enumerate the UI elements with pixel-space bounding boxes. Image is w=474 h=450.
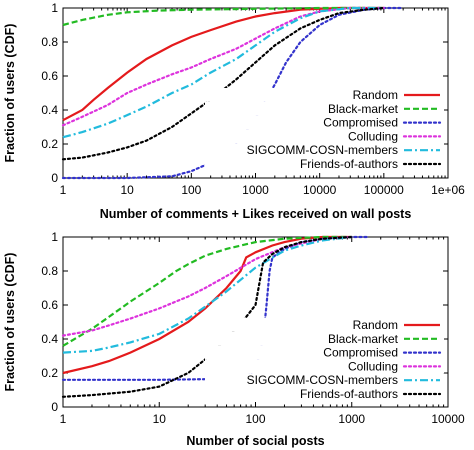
legend-label: Black-market <box>328 332 399 346</box>
x-tick-label: 10000 <box>431 412 465 426</box>
legend-backing <box>205 373 444 387</box>
legend-backing <box>205 101 444 116</box>
y-tick-label: 0.8 <box>41 35 58 49</box>
x-axis-label: Number of social posts <box>186 434 324 448</box>
series-line-black-market <box>62 235 352 347</box>
y-tick-label: 1 <box>51 1 58 15</box>
series-line-random <box>62 6 384 122</box>
legend-backing <box>205 318 444 332</box>
x-tick-label: 100 <box>181 183 201 197</box>
series-line-colluding <box>61 6 385 127</box>
series-line-sigcomm-cosn-members <box>62 235 352 354</box>
legend-backing <box>205 129 444 144</box>
legend: RandomBlack-marketCompromisedColludingSI… <box>205 318 444 401</box>
y-tick-label: 0.2 <box>41 137 58 151</box>
legend-label: Compromised <box>323 116 398 130</box>
series-line-friends-of-authors <box>61 235 353 398</box>
x-tick-label: 10 <box>153 412 167 426</box>
x-tick-label: 1000 <box>242 183 269 197</box>
series-line-friends-of-authors <box>61 6 385 161</box>
x-tick-label: 100 <box>245 412 265 426</box>
x-axis-label: Number of comments + Likes received on w… <box>100 207 412 221</box>
x-tick-label: 1 <box>60 183 67 197</box>
y-axis-label: Fraction of users (CDF) <box>3 253 17 392</box>
y-tick-label: 0 <box>51 400 58 414</box>
legend-backing <box>205 88 444 102</box>
x-tick-label: 1e+06 <box>431 183 465 197</box>
legend-label: Colluding <box>348 129 398 143</box>
legend-backing <box>205 115 444 130</box>
chart-panel-2: 1 10 100 1000 10000 0 0.2 0.4 0.6 0.8 1 Number of s… <box>3 230 465 448</box>
x-tick-label: 1 <box>60 412 67 426</box>
series-line-sigcomm-cosn-members <box>62 6 384 139</box>
y-tick-label: 0.6 <box>41 69 58 83</box>
legend-label: SIGCOMM-COSN-members <box>247 373 398 387</box>
legend-label: SIGCOMM-COSN-members <box>247 143 398 157</box>
legend-label: Black-market <box>328 102 399 116</box>
legend-label: Random <box>353 318 398 332</box>
y-tick-label: 0.2 <box>41 366 58 380</box>
legend-backing <box>205 331 444 346</box>
y-tick-label: 0 <box>51 171 58 185</box>
y-tick-label: 1 <box>51 230 58 244</box>
legend-backing <box>205 345 444 360</box>
x-tick-label: 1000 <box>338 412 365 426</box>
y-axis-label: Fraction of users (CDF) <box>3 24 17 163</box>
y-tick-label: 0.4 <box>41 103 58 117</box>
legend-label: Compromised <box>323 346 398 360</box>
x-tick-label: 10000 <box>303 183 337 197</box>
y-tick-label: 0.6 <box>41 298 58 312</box>
legend-label: Friends-of-authors <box>300 157 398 171</box>
legend-backing <box>205 387 444 401</box>
legend-label: Colluding <box>348 359 398 373</box>
chart-panel-1: 1 10 100 1000 10000 100000 1e+06 0 0.2 0.4 0.6 0.8 1… <box>3 1 465 221</box>
x-tick-label: 100000 <box>364 183 404 197</box>
series-line-random <box>62 235 352 375</box>
legend-label: Friends-of-authors <box>300 387 398 401</box>
legend-label: Random <box>353 88 398 102</box>
legend: RandomBlack-marketCompromisedColludingSI… <box>205 88 444 171</box>
y-tick-label: 0.8 <box>41 264 58 278</box>
series-line-black-market <box>62 6 384 27</box>
y-tick-label: 0.4 <box>41 332 58 346</box>
legend-backing <box>205 143 444 157</box>
legend-backing <box>205 359 444 374</box>
x-tick-label: 10 <box>120 183 134 197</box>
legend-backing <box>205 157 444 171</box>
